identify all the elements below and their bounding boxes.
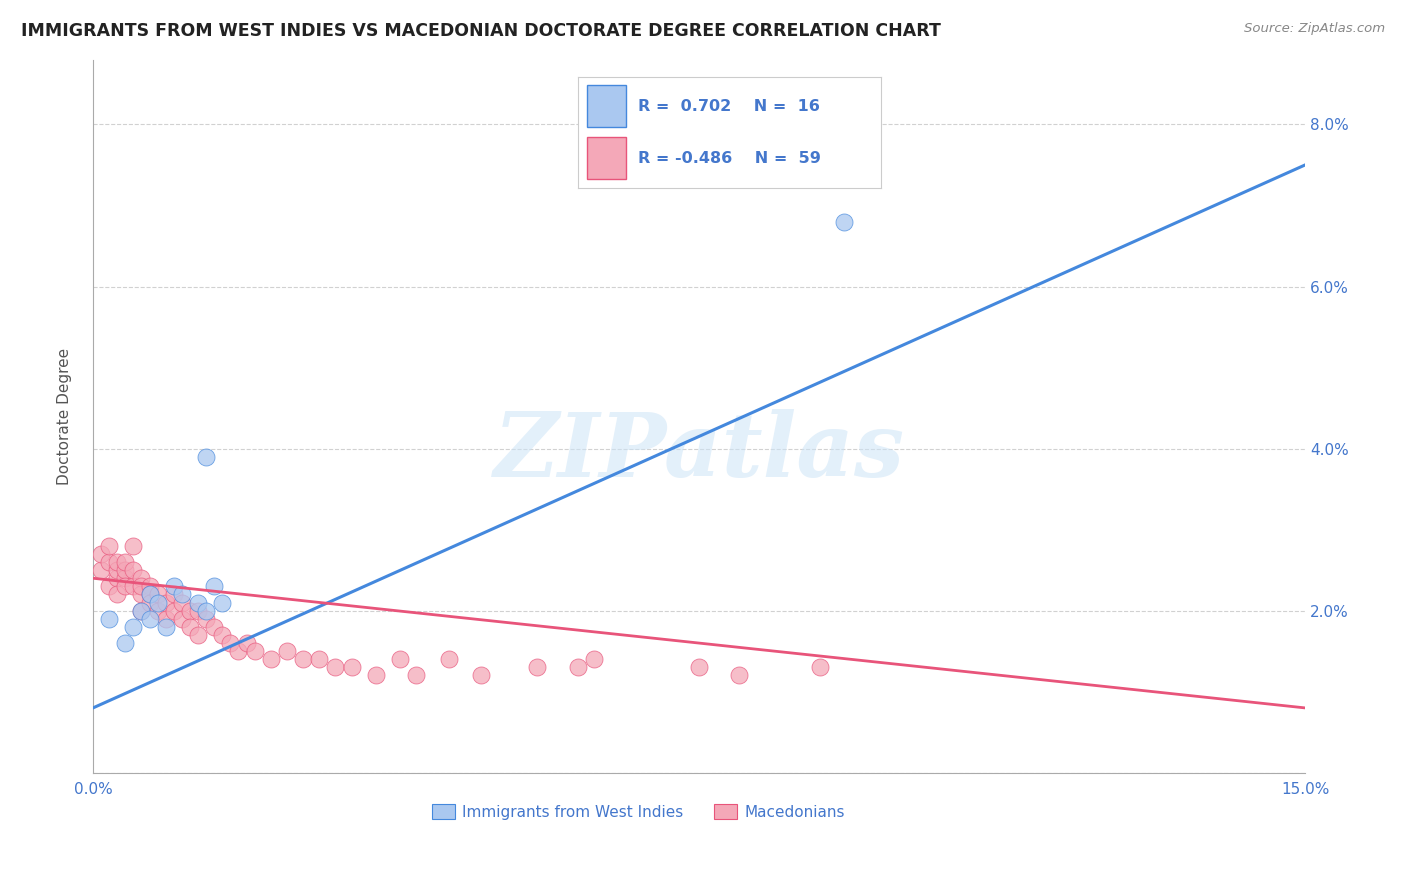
Point xyxy=(105,563,128,577)
Point xyxy=(179,620,201,634)
Point xyxy=(179,604,201,618)
Point xyxy=(526,660,548,674)
Point xyxy=(90,547,112,561)
Point xyxy=(114,555,136,569)
Point xyxy=(688,660,710,674)
Point xyxy=(728,668,751,682)
Point xyxy=(98,579,121,593)
Point xyxy=(98,555,121,569)
Point xyxy=(163,579,186,593)
Point xyxy=(834,215,856,229)
Point xyxy=(195,604,218,618)
Point xyxy=(131,587,153,601)
Point xyxy=(219,636,242,650)
Point xyxy=(195,450,218,464)
Legend: Immigrants from West Indies, Macedonians: Immigrants from West Indies, Macedonians xyxy=(426,797,851,826)
Point xyxy=(163,587,186,601)
Point xyxy=(114,579,136,593)
Point xyxy=(131,579,153,593)
Text: IMMIGRANTS FROM WEST INDIES VS MACEDONIAN DOCTORATE DEGREE CORRELATION CHART: IMMIGRANTS FROM WEST INDIES VS MACEDONIA… xyxy=(21,22,941,40)
Point xyxy=(155,596,177,610)
Point xyxy=(567,660,589,674)
Point xyxy=(138,587,160,601)
Point xyxy=(105,587,128,601)
Point xyxy=(98,539,121,553)
Y-axis label: Doctorate Degree: Doctorate Degree xyxy=(58,348,72,484)
Point xyxy=(146,604,169,618)
Point xyxy=(170,612,193,626)
Point xyxy=(405,668,427,682)
Point xyxy=(114,571,136,585)
Point xyxy=(292,652,315,666)
Point xyxy=(90,563,112,577)
Point xyxy=(325,660,347,674)
Point xyxy=(155,612,177,626)
Point xyxy=(122,620,145,634)
Point xyxy=(340,660,363,674)
Point xyxy=(170,587,193,601)
Point xyxy=(105,555,128,569)
Point xyxy=(582,652,605,666)
Point xyxy=(187,604,209,618)
Point xyxy=(122,539,145,553)
Point xyxy=(308,652,330,666)
Point xyxy=(170,596,193,610)
Point xyxy=(187,596,209,610)
Point xyxy=(228,644,250,658)
Point xyxy=(243,644,266,658)
Point xyxy=(122,579,145,593)
Point xyxy=(437,652,460,666)
Point xyxy=(131,604,153,618)
Point xyxy=(122,563,145,577)
Point xyxy=(202,579,225,593)
Point xyxy=(470,668,492,682)
Point xyxy=(131,571,153,585)
Point xyxy=(114,636,136,650)
Point xyxy=(211,596,233,610)
Point xyxy=(163,604,186,618)
Point xyxy=(260,652,283,666)
Point xyxy=(146,587,169,601)
Point xyxy=(389,652,412,666)
Point xyxy=(138,612,160,626)
Point xyxy=(98,612,121,626)
Text: Source: ZipAtlas.com: Source: ZipAtlas.com xyxy=(1244,22,1385,36)
Text: ZIPatlas: ZIPatlas xyxy=(494,409,904,495)
Point xyxy=(211,628,233,642)
Point xyxy=(138,596,160,610)
Point xyxy=(195,612,218,626)
Point xyxy=(187,628,209,642)
Point xyxy=(155,620,177,634)
Point xyxy=(364,668,387,682)
Point xyxy=(235,636,257,650)
Point xyxy=(105,571,128,585)
Point xyxy=(138,587,160,601)
Point xyxy=(114,563,136,577)
Point xyxy=(146,596,169,610)
Point xyxy=(202,620,225,634)
Point xyxy=(138,579,160,593)
Point xyxy=(131,604,153,618)
Point xyxy=(808,660,831,674)
Point xyxy=(276,644,298,658)
